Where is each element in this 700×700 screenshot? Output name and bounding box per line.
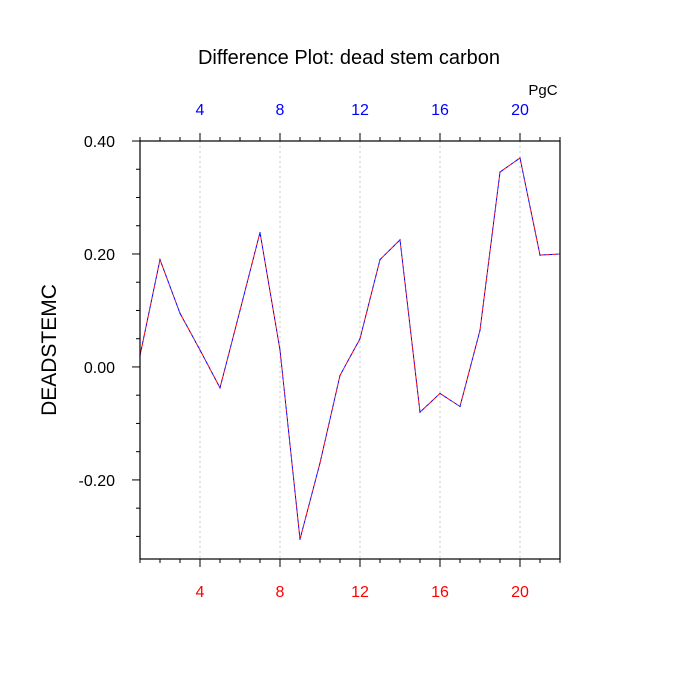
- data-point: [199, 349, 201, 351]
- data-point: [259, 231, 261, 234]
- tick-labels: 4 4 8 8 12 12 16 16 20 20 0.40 0.20 0.00 -0.20: [79, 102, 529, 601]
- x-tick-label-bottom: 12: [351, 584, 369, 601]
- x-tick-label-bottom: 4: [196, 584, 205, 601]
- data-point: [379, 259, 381, 261]
- data-point: [179, 312, 181, 314]
- y-tick-label: 0.20: [84, 247, 115, 264]
- data-point: [339, 374, 341, 377]
- data-point: [159, 259, 161, 261]
- data-point: [399, 239, 401, 241]
- y-tick-label: 0.40: [84, 134, 115, 151]
- axis-ticks: [132, 133, 561, 567]
- x-tick-label-bottom: 8: [276, 584, 285, 601]
- data-point: [419, 411, 421, 413]
- x-tick-label-top: 20: [511, 102, 529, 119]
- grid-lines: [199, 141, 521, 559]
- data-point: [439, 392, 441, 395]
- data-point: [539, 254, 541, 256]
- y-tick-label: 0.00: [84, 360, 115, 377]
- data-line-red: [139, 157, 561, 540]
- plot-frame: [139, 140, 561, 560]
- data-point: [499, 171, 501, 173]
- data-line-blue: [139, 157, 561, 540]
- data-point: [299, 538, 301, 540]
- y-tick-label: -0.20: [79, 473, 116, 490]
- x-tick-label-top: 12: [351, 102, 369, 119]
- data-point: [239, 309, 241, 312]
- x-tick-label-bottom: 16: [431, 584, 449, 601]
- data-series: [139, 157, 561, 540]
- chart-title: Difference Plot: dead stem carbon: [198, 47, 500, 69]
- units-label: PgC: [528, 82, 557, 99]
- data-point: [219, 387, 221, 389]
- data-point: [459, 405, 461, 408]
- y-axis-label: DEADSTEMC: [38, 284, 61, 416]
- data-point: [359, 338, 361, 340]
- data-point: [479, 329, 481, 331]
- x-tick-label-bottom: 20: [511, 584, 529, 601]
- x-tick-label-top: 16: [431, 102, 449, 119]
- data-point: [519, 157, 521, 159]
- x-tick-label-top: 8: [276, 102, 285, 119]
- x-tick-label-top: 4: [196, 102, 205, 119]
- data-point: [279, 349, 281, 351]
- data-point: [319, 462, 321, 464]
